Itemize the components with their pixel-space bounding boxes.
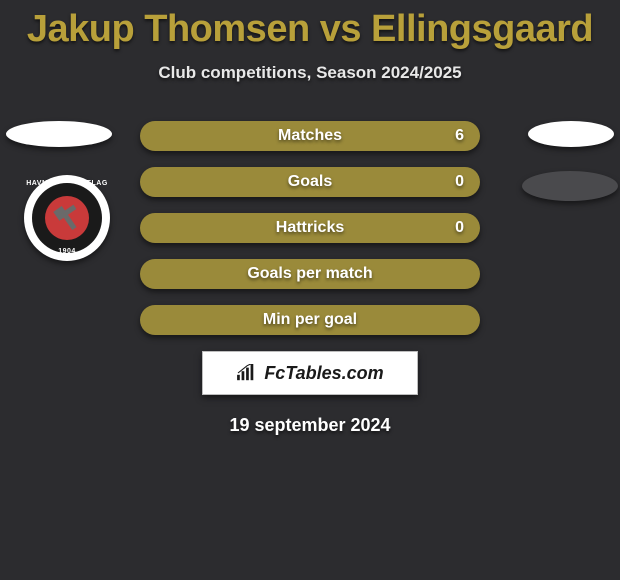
hammer-icon <box>49 200 85 236</box>
stat-value: 0 <box>455 173 464 191</box>
stat-value: 0 <box>455 219 464 237</box>
stat-row-goals: Goals 0 <box>140 167 480 197</box>
badge-outer-ring: HAVNAR BÓLTFELAG 1904 <box>24 175 110 261</box>
player-right-photo-placeholder <box>528 121 614 147</box>
page-title: Jakup Thomsen vs Ellingsgaard <box>0 0 620 51</box>
stat-label: Matches <box>278 127 342 145</box>
badge-center-disc <box>45 196 89 240</box>
badge-text-bottom: 1904 <box>58 248 76 255</box>
brand-text: FcTables.com <box>264 363 383 384</box>
stat-label: Min per goal <box>263 311 357 329</box>
stat-label: Hattricks <box>276 219 344 237</box>
club-badge-left: HAVNAR BÓLTFELAG 1904 <box>24 175 110 261</box>
infographic-date: 19 september 2024 <box>0 415 620 436</box>
brand-box[interactable]: FcTables.com <box>202 351 418 395</box>
stats-area: HAVNAR BÓLTFELAG 1904 Matches 6 Goals 0 … <box>0 121 620 335</box>
stat-row-matches: Matches 6 <box>140 121 480 151</box>
stat-value: 6 <box>455 127 464 145</box>
badge-inner-ring <box>32 183 102 253</box>
stat-row-hattricks: Hattricks 0 <box>140 213 480 243</box>
player-left-photo-placeholder <box>6 121 112 147</box>
bar-chart-icon <box>236 364 258 382</box>
page-subtitle: Club competitions, Season 2024/2025 <box>0 63 620 83</box>
player-right-club-placeholder <box>522 171 618 201</box>
stat-label: Goals <box>288 173 332 191</box>
stat-row-goals-per-match: Goals per match <box>140 259 480 289</box>
stat-label: Goals per match <box>247 265 372 283</box>
stat-row-min-per-goal: Min per goal <box>140 305 480 335</box>
